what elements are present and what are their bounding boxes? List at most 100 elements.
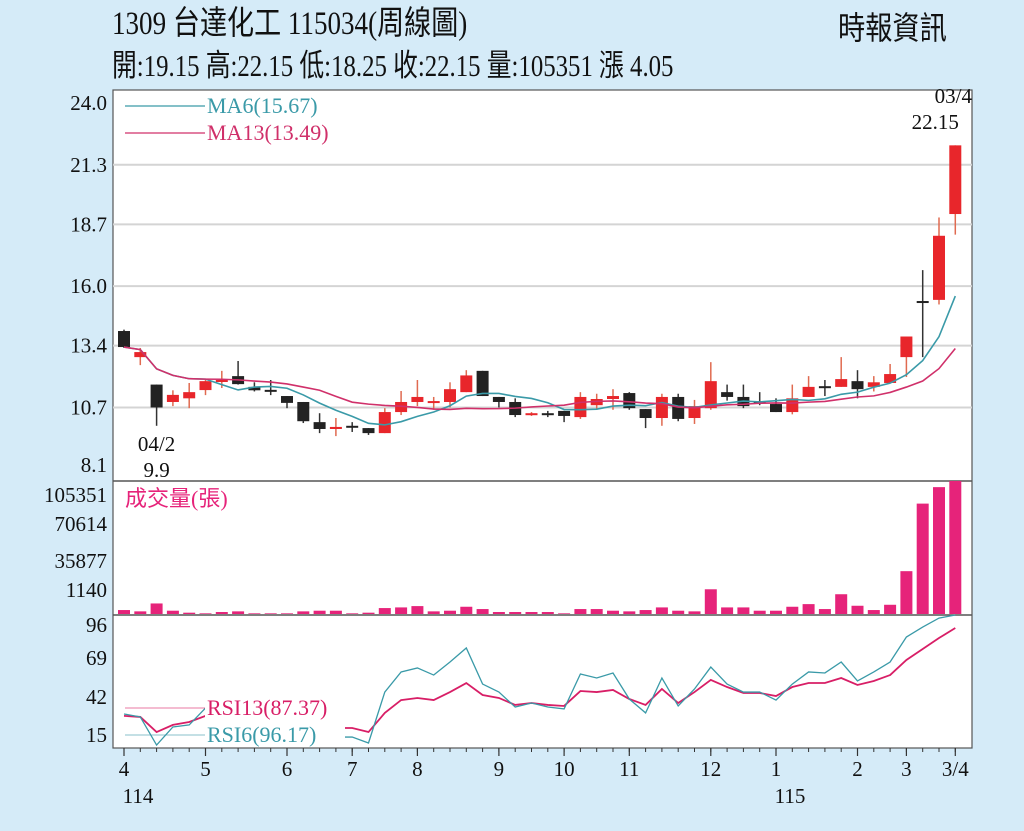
candle-body bbox=[721, 392, 734, 397]
rsi-legend-label: RSI6(96.17) bbox=[207, 722, 316, 747]
volume-bar bbox=[183, 612, 196, 614]
rsi-legend-box bbox=[205, 692, 345, 746]
volume-bar bbox=[411, 606, 424, 614]
legend-label: MA6(15.67) bbox=[207, 93, 318, 118]
volume-bar bbox=[215, 612, 228, 614]
volume-bar bbox=[900, 571, 913, 614]
candle-body bbox=[574, 396, 587, 418]
volume-bar bbox=[362, 612, 375, 614]
volume-bar bbox=[427, 611, 440, 614]
volume-bar bbox=[639, 610, 652, 614]
candle-body bbox=[362, 428, 375, 434]
candle-body bbox=[818, 386, 831, 389]
x-tick-label: 10 bbox=[554, 757, 575, 781]
volume-tick-label: 35877 bbox=[55, 549, 108, 573]
volume-bar bbox=[313, 610, 326, 614]
candle-body bbox=[688, 406, 701, 419]
volume-bar bbox=[721, 607, 734, 614]
volume-bar bbox=[378, 608, 391, 614]
volume-bar bbox=[264, 613, 277, 614]
volume-bar bbox=[933, 487, 945, 614]
high-annotation-value: 22.15 bbox=[912, 110, 959, 134]
candle-body bbox=[297, 401, 310, 422]
volume-bar bbox=[558, 613, 571, 614]
candle-body bbox=[215, 380, 228, 383]
volume-bar bbox=[916, 503, 929, 614]
candle-body bbox=[916, 301, 929, 304]
volume-bar bbox=[134, 611, 147, 614]
low-annotation-date: 04/2 bbox=[138, 432, 175, 456]
volume-label: 成交量(張) bbox=[125, 486, 228, 511]
volume-bar bbox=[770, 610, 782, 614]
candle-body bbox=[541, 413, 554, 416]
ma13-line bbox=[123, 346, 956, 411]
candle-body bbox=[492, 396, 505, 402]
candle-body bbox=[166, 394, 179, 402]
candle-body bbox=[949, 145, 962, 215]
volume-bar bbox=[329, 610, 342, 614]
candle-body bbox=[134, 352, 147, 358]
volume-bar bbox=[395, 607, 408, 614]
x-tick-label: 2 bbox=[852, 757, 863, 781]
volume-bar bbox=[476, 609, 489, 614]
candle-body bbox=[183, 392, 196, 399]
volume-bar bbox=[166, 610, 179, 614]
candle-body bbox=[607, 396, 619, 400]
volume-bar bbox=[688, 611, 701, 614]
rsi-tick-label: 69 bbox=[86, 646, 107, 670]
rsi-legend-label: RSI13(87.37) bbox=[207, 695, 327, 720]
price-tick-label: 21.3 bbox=[70, 153, 107, 177]
volume-bar bbox=[753, 610, 766, 614]
low-annotation-value: 9.9 bbox=[143, 458, 169, 482]
volume-bar bbox=[232, 611, 245, 614]
candle-body bbox=[378, 412, 391, 434]
x-tick-label: 7 bbox=[347, 757, 358, 781]
candle-body bbox=[329, 426, 342, 429]
volume-bar bbox=[541, 612, 554, 614]
volume-bar bbox=[672, 610, 685, 614]
candle-body bbox=[655, 396, 668, 419]
volume-bar bbox=[802, 604, 815, 614]
candle-body bbox=[867, 382, 880, 387]
candle-body bbox=[118, 331, 130, 348]
x-tick-label: 1 bbox=[771, 757, 782, 781]
x-tick-label: 12 bbox=[700, 757, 721, 781]
source-label: 時報資訊 bbox=[838, 10, 947, 46]
volume-bar bbox=[884, 604, 897, 614]
volume-bar bbox=[574, 609, 587, 614]
x-tick-label: 3/4 bbox=[942, 757, 969, 781]
volume-bar bbox=[346, 613, 359, 614]
candle-body bbox=[248, 386, 261, 391]
volume-bar bbox=[851, 605, 864, 614]
volume-tick-label: 105351 bbox=[44, 483, 107, 507]
candle-body bbox=[395, 401, 408, 413]
volume-bar bbox=[623, 611, 636, 614]
x-tick-label: 8 bbox=[412, 757, 423, 781]
x-tick-label: 3 bbox=[901, 757, 912, 781]
volume-tick-label: 1140 bbox=[66, 578, 107, 602]
volume-bar bbox=[655, 607, 668, 614]
legend-label: MA13(13.49) bbox=[207, 120, 329, 145]
volume-bar bbox=[281, 613, 293, 614]
candle-body bbox=[150, 384, 163, 408]
volume-bar bbox=[737, 607, 750, 614]
rsi-tick-label: 15 bbox=[86, 723, 107, 747]
volume-bar bbox=[199, 613, 212, 614]
x-tick-label: 9 bbox=[494, 757, 505, 781]
x-tick-label: 6 bbox=[282, 757, 293, 781]
candle-body bbox=[835, 379, 848, 387]
candle-body bbox=[900, 336, 913, 358]
price-tick-label: 18.7 bbox=[70, 212, 107, 236]
volume-bar bbox=[607, 610, 619, 614]
x-tick-label: 4 bbox=[119, 757, 130, 781]
price-tick-label: 24.0 bbox=[70, 91, 107, 115]
volume-bar bbox=[835, 594, 848, 614]
candle-body bbox=[264, 389, 277, 392]
candle-body bbox=[558, 410, 571, 416]
volume-bar bbox=[118, 610, 130, 614]
candle-body bbox=[623, 393, 636, 409]
candle-body bbox=[199, 381, 212, 391]
price-tick-label: 10.7 bbox=[70, 395, 107, 419]
candle-body bbox=[786, 398, 799, 413]
